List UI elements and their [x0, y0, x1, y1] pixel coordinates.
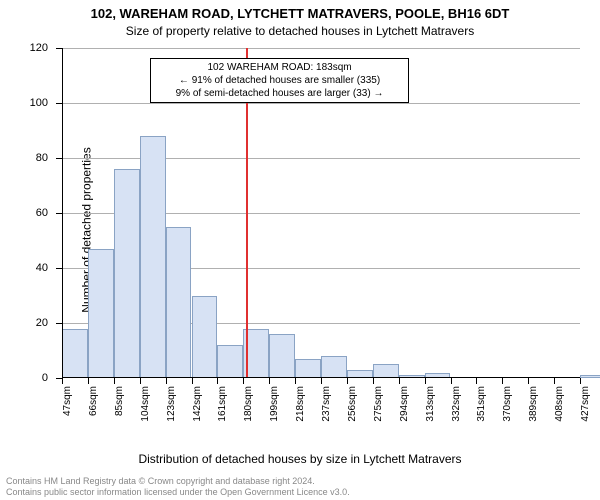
xtick-mark	[88, 378, 89, 384]
ytick-label: 40	[36, 262, 62, 274]
xtick-mark	[347, 378, 348, 384]
histogram-bar	[192, 296, 218, 379]
xtick-mark	[451, 378, 452, 384]
figure: 102, WAREHAM ROAD, LYTCHETT MATRAVERS, P…	[0, 0, 600, 500]
xtick-mark	[476, 378, 477, 384]
gridline-h	[62, 103, 580, 104]
xtick-mark	[269, 378, 270, 384]
xtick-mark	[321, 378, 322, 384]
xtick-mark	[399, 378, 400, 384]
histogram-bar	[140, 136, 166, 378]
annotation-box: 102 WAREHAM ROAD: 183sqm← 91% of detache…	[150, 58, 409, 103]
x-axis-line	[62, 377, 580, 378]
xtick-mark	[62, 378, 63, 384]
histogram-bar	[269, 334, 295, 378]
histogram-bar	[166, 227, 192, 378]
histogram-bar	[295, 359, 321, 378]
histogram-bar	[62, 329, 88, 379]
annotation-line: 9% of semi-detached houses are larger (3…	[157, 87, 402, 100]
xtick-mark	[192, 378, 193, 384]
histogram-bar	[114, 169, 140, 378]
xtick-mark	[502, 378, 503, 384]
title-sub: Size of property relative to detached ho…	[0, 24, 600, 38]
xtick-mark	[217, 378, 218, 384]
title-main: 102, WAREHAM ROAD, LYTCHETT MATRAVERS, P…	[0, 6, 600, 21]
plot-area: 02040608010012047sqm66sqm85sqm104sqm123s…	[62, 48, 580, 378]
ytick-label: 0	[42, 372, 62, 384]
attribution-line-1: Contains HM Land Registry data © Crown c…	[6, 476, 594, 487]
xtick-mark	[243, 378, 244, 384]
xtick-mark	[373, 378, 374, 384]
annotation-line: 102 WAREHAM ROAD: 183sqm	[157, 61, 402, 74]
ytick-label: 120	[30, 42, 62, 54]
ytick-label: 20	[36, 317, 62, 329]
histogram-bar	[88, 249, 114, 378]
xtick-mark	[580, 378, 581, 384]
histogram-bar	[580, 375, 600, 378]
attribution-text: Contains HM Land Registry data © Crown c…	[6, 476, 594, 499]
attribution-line-2: Contains public sector information licen…	[6, 487, 594, 498]
ytick-label: 80	[36, 152, 62, 164]
y-axis-line	[62, 48, 63, 378]
xtick-mark	[295, 378, 296, 384]
histogram-bar	[217, 345, 243, 378]
x-axis-label: Distribution of detached houses by size …	[0, 452, 600, 466]
ytick-label: 60	[36, 207, 62, 219]
histogram-bar	[321, 356, 347, 378]
annotation-line: ← 91% of detached houses are smaller (33…	[157, 74, 402, 87]
gridline-h	[62, 48, 580, 49]
xtick-mark	[166, 378, 167, 384]
xtick-mark	[425, 378, 426, 384]
ytick-label: 100	[30, 97, 62, 109]
xtick-mark	[114, 378, 115, 384]
xtick-mark	[528, 378, 529, 384]
histogram-bar	[373, 364, 399, 378]
xtick-mark	[554, 378, 555, 384]
xtick-mark	[140, 378, 141, 384]
